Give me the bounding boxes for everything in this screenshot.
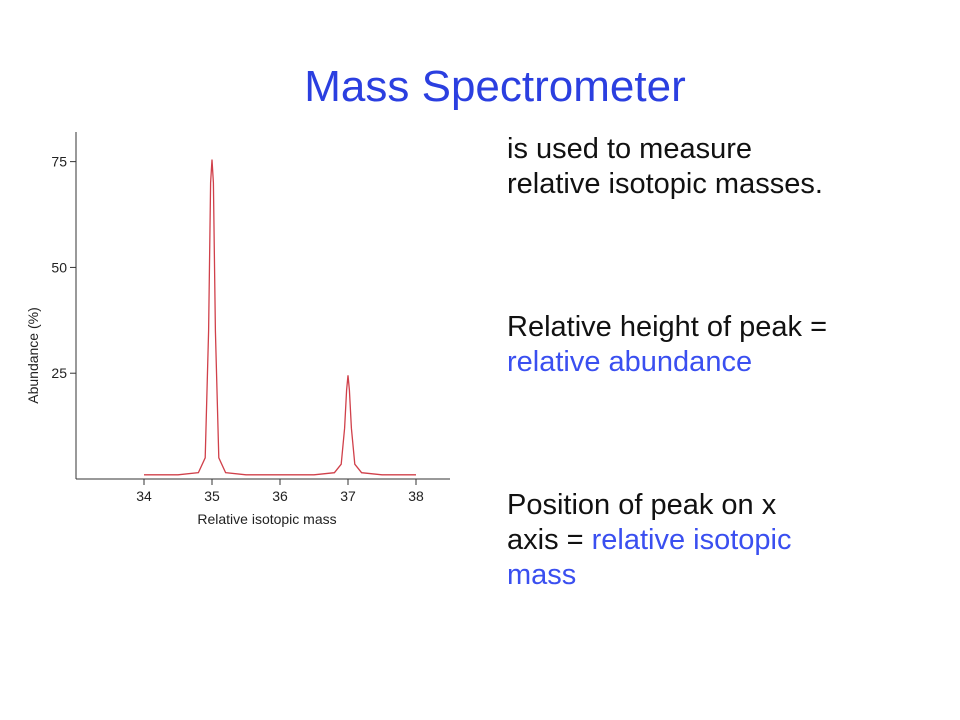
position-paragraph: Position of peak on x axis = relative is… <box>507 488 792 593</box>
x-tick-label: 38 <box>408 488 424 504</box>
position-line-3: mass <box>507 559 577 591</box>
y-axis-label: Abundance (%) <box>25 307 41 404</box>
position-line-2-highlight: relative isotopic <box>591 524 792 556</box>
x-tick-label: 36 <box>272 488 288 504</box>
height-line-2: relative abundance <box>507 346 753 378</box>
y-tick-label: 25 <box>51 365 67 381</box>
height-paragraph: Relative height of peak = relative abund… <box>507 310 827 380</box>
spectrum-line <box>144 159 416 476</box>
chart-axes <box>75 132 450 480</box>
intro-line-2: relative isotopic masses. <box>507 168 823 200</box>
chart-svg: 34 35 36 37 38 25 50 75 Abundance (%) Relative … <box>25 132 450 527</box>
x-tick-label: 34 <box>136 488 152 504</box>
x-tick-label: 37 <box>340 488 356 504</box>
mass-spectrum-chart: 34 35 36 37 38 25 50 75 Abundance (%) Relative … <box>0 120 470 540</box>
chart-ticks: 34 35 36 37 38 25 50 75 <box>51 154 424 504</box>
y-tick-label: 50 <box>51 259 67 275</box>
position-line-1: Position of peak on x <box>507 489 777 521</box>
height-line-1: Relative height of peak = <box>507 311 828 343</box>
intro-line-1: is used to measure <box>507 133 753 165</box>
y-tick-label: 75 <box>51 154 67 170</box>
slide-title: Mass Spectrometer <box>304 62 686 111</box>
position-line-2-prefix: axis = <box>507 524 592 556</box>
x-tick-label: 35 <box>204 488 220 504</box>
x-axis-label: Relative isotopic mass <box>197 511 336 527</box>
intro-paragraph: is used to measure relative isotopic mas… <box>507 132 823 202</box>
